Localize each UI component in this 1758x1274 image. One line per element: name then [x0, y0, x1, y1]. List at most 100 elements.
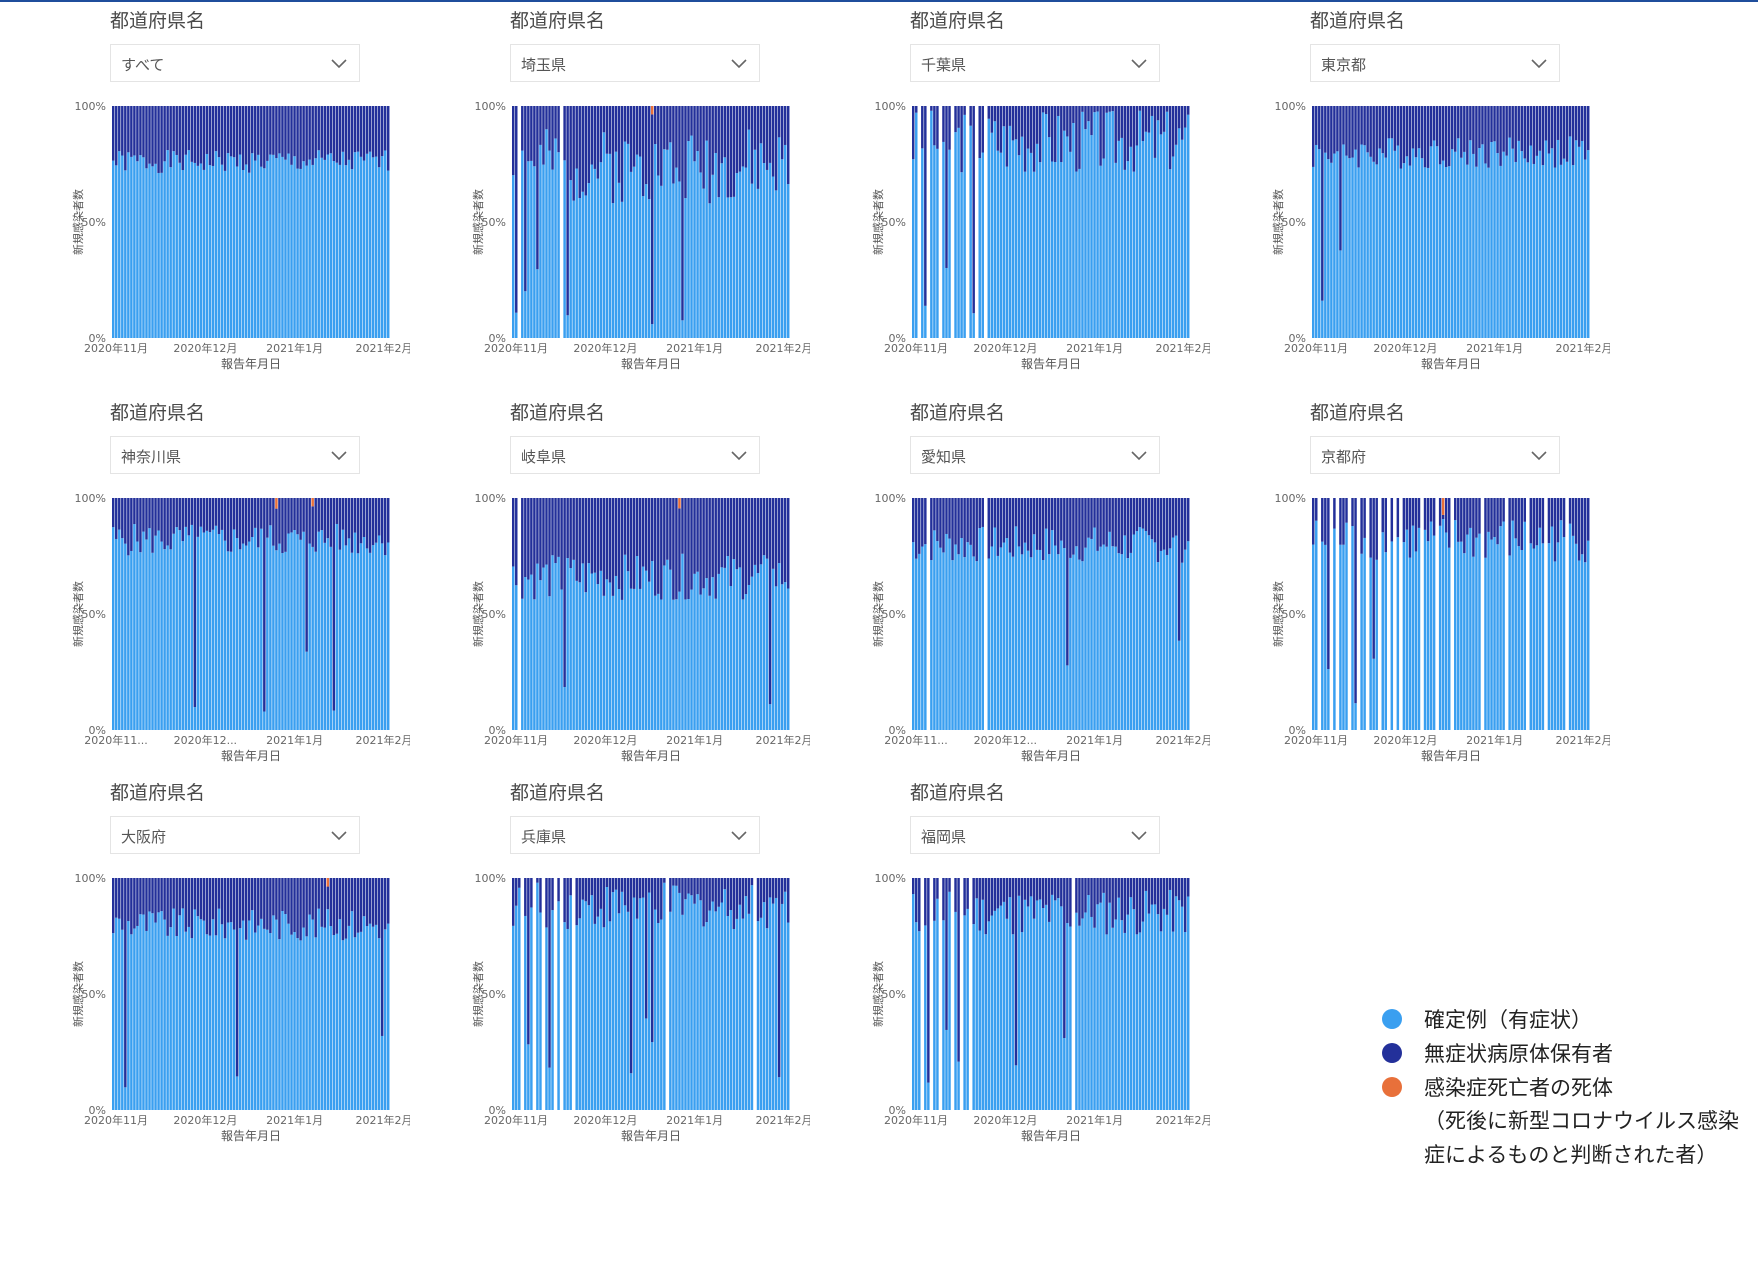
bar-symptomatic — [654, 144, 657, 338]
bar-asymptomatic — [1005, 878, 1009, 919]
bar-asymptomatic — [1168, 106, 1172, 170]
bar-asymptomatic — [178, 878, 181, 916]
bar-symptomatic — [154, 163, 157, 338]
bar-symptomatic — [139, 552, 142, 730]
bar-asymptomatic — [241, 878, 245, 921]
bar-asymptomatic — [235, 106, 239, 167]
bar-symptomatic — [157, 912, 160, 1110]
bar-symptomatic — [305, 651, 308, 730]
bar-symptomatic — [371, 157, 375, 338]
bar-symptomatic — [169, 549, 172, 730]
bar-symptomatic — [762, 163, 766, 338]
bar-symptomatic — [1562, 158, 1566, 338]
bar-asymptomatic — [1481, 106, 1484, 145]
bar-symptomatic — [1550, 148, 1554, 338]
bar-asymptomatic — [190, 878, 194, 939]
bar-asymptomatic — [996, 878, 1000, 909]
bar-symptomatic — [966, 908, 969, 1110]
prefecture-dropdown[interactable]: 福岡県 — [910, 816, 1160, 854]
prefecture-dropdown[interactable]: 岐阜県 — [510, 436, 760, 474]
bar-asymptomatic — [269, 878, 272, 934]
bar-asymptomatic — [1327, 498, 1330, 670]
bar-symptomatic — [199, 163, 203, 338]
bar-asymptomatic — [199, 498, 203, 527]
bar-asymptomatic — [657, 106, 660, 176]
bar-asymptomatic — [536, 498, 539, 564]
bar-symptomatic — [1550, 526, 1554, 730]
bar-symptomatic — [1327, 669, 1330, 730]
bar-symptomatic — [356, 553, 360, 730]
bar-symptomatic — [1153, 542, 1157, 730]
bar-symptomatic — [762, 555, 766, 730]
bar-symptomatic — [263, 711, 266, 730]
bar-asymptomatic — [1081, 106, 1084, 112]
bar-asymptomatic — [160, 498, 163, 542]
bar-symptomatic — [214, 935, 218, 1110]
prefecture-dropdown[interactable]: 東京都 — [1310, 44, 1560, 82]
bar-symptomatic — [563, 687, 566, 730]
bar-symptomatic — [669, 569, 672, 730]
bar-symptomatic — [254, 527, 257, 730]
x-axis-label: 報告年月日 — [221, 357, 281, 371]
bar-asymptomatic — [178, 106, 181, 163]
bar-symptomatic — [657, 175, 660, 338]
bar-symptomatic — [314, 551, 317, 730]
bar-asymptomatic — [557, 498, 560, 557]
bar-asymptomatic — [272, 106, 275, 155]
bar-symptomatic — [945, 1029, 948, 1110]
bar-asymptomatic — [744, 106, 748, 168]
prefecture-dropdown[interactable]: 神奈川県 — [110, 436, 360, 474]
bar-asymptomatic — [1008, 878, 1012, 898]
bar-symptomatic — [771, 903, 775, 1110]
bar-symptomatic — [1038, 549, 1042, 730]
bar-asymptomatic — [1093, 878, 1096, 928]
x-tick-label: 2021年2月 — [356, 733, 411, 747]
bar-asymptomatic — [756, 498, 760, 574]
prefecture-dropdown[interactable]: 大阪府 — [110, 816, 360, 854]
bar-asymptomatic — [172, 106, 175, 152]
prefecture-dropdown[interactable]: 兵庫県 — [510, 816, 760, 854]
bar-asymptomatic — [536, 106, 539, 270]
bar-asymptomatic — [1420, 106, 1424, 159]
y-axis-label: 新規感染者数 — [471, 581, 485, 647]
bar-symptomatic — [605, 153, 609, 338]
bar-symptomatic — [1312, 544, 1315, 730]
bar-asymptomatic — [1490, 498, 1493, 540]
prefecture-dropdown[interactable]: 愛知県 — [910, 436, 1160, 474]
prefecture-dropdown[interactable]: すべて — [110, 44, 360, 82]
bar-symptomatic — [121, 538, 124, 730]
bar-asymptomatic — [750, 498, 754, 577]
bar-asymptomatic — [1002, 498, 1006, 543]
bar-symptomatic — [257, 925, 260, 1110]
y-tick-label: 0% — [889, 724, 906, 737]
bar-symptomatic — [1177, 900, 1181, 1110]
bar-symptomatic — [705, 922, 708, 1110]
bar-asymptomatic — [1087, 878, 1090, 896]
bar-symptomatic — [954, 911, 957, 1110]
bar-asymptomatic — [1054, 106, 1057, 162]
prefecture-dropdown[interactable]: 千葉県 — [910, 44, 1160, 82]
bar-asymptomatic — [184, 878, 187, 932]
bar-symptomatic — [175, 154, 178, 338]
bar-symptomatic — [1514, 538, 1517, 730]
bar-asymptomatic — [644, 498, 648, 571]
bar-symptomatic — [1129, 146, 1133, 338]
bar-asymptomatic — [1405, 106, 1409, 157]
bar-symptomatic — [765, 558, 769, 730]
dropdown-value: すべて — [121, 56, 165, 74]
bar-asymptomatic — [1487, 106, 1490, 168]
bar-asymptomatic — [663, 498, 666, 566]
prefecture-dropdown[interactable]: 京都府 — [1310, 436, 1560, 474]
bar-asymptomatic — [1411, 498, 1415, 526]
bar-asymptomatic — [232, 498, 236, 530]
bar-asymptomatic — [999, 106, 1003, 153]
prefecture-dropdown[interactable]: 埼玉県 — [510, 44, 760, 82]
bar-symptomatic — [777, 1077, 781, 1110]
bar-symptomatic — [112, 160, 115, 338]
bar-asymptomatic — [1345, 498, 1348, 523]
legend-label: 無症状病原体保有者 — [1424, 1042, 1613, 1066]
bar-asymptomatic — [783, 498, 787, 583]
bar-symptomatic — [1135, 531, 1139, 730]
bar-asymptomatic — [377, 878, 381, 939]
bar-symptomatic — [1333, 153, 1336, 338]
